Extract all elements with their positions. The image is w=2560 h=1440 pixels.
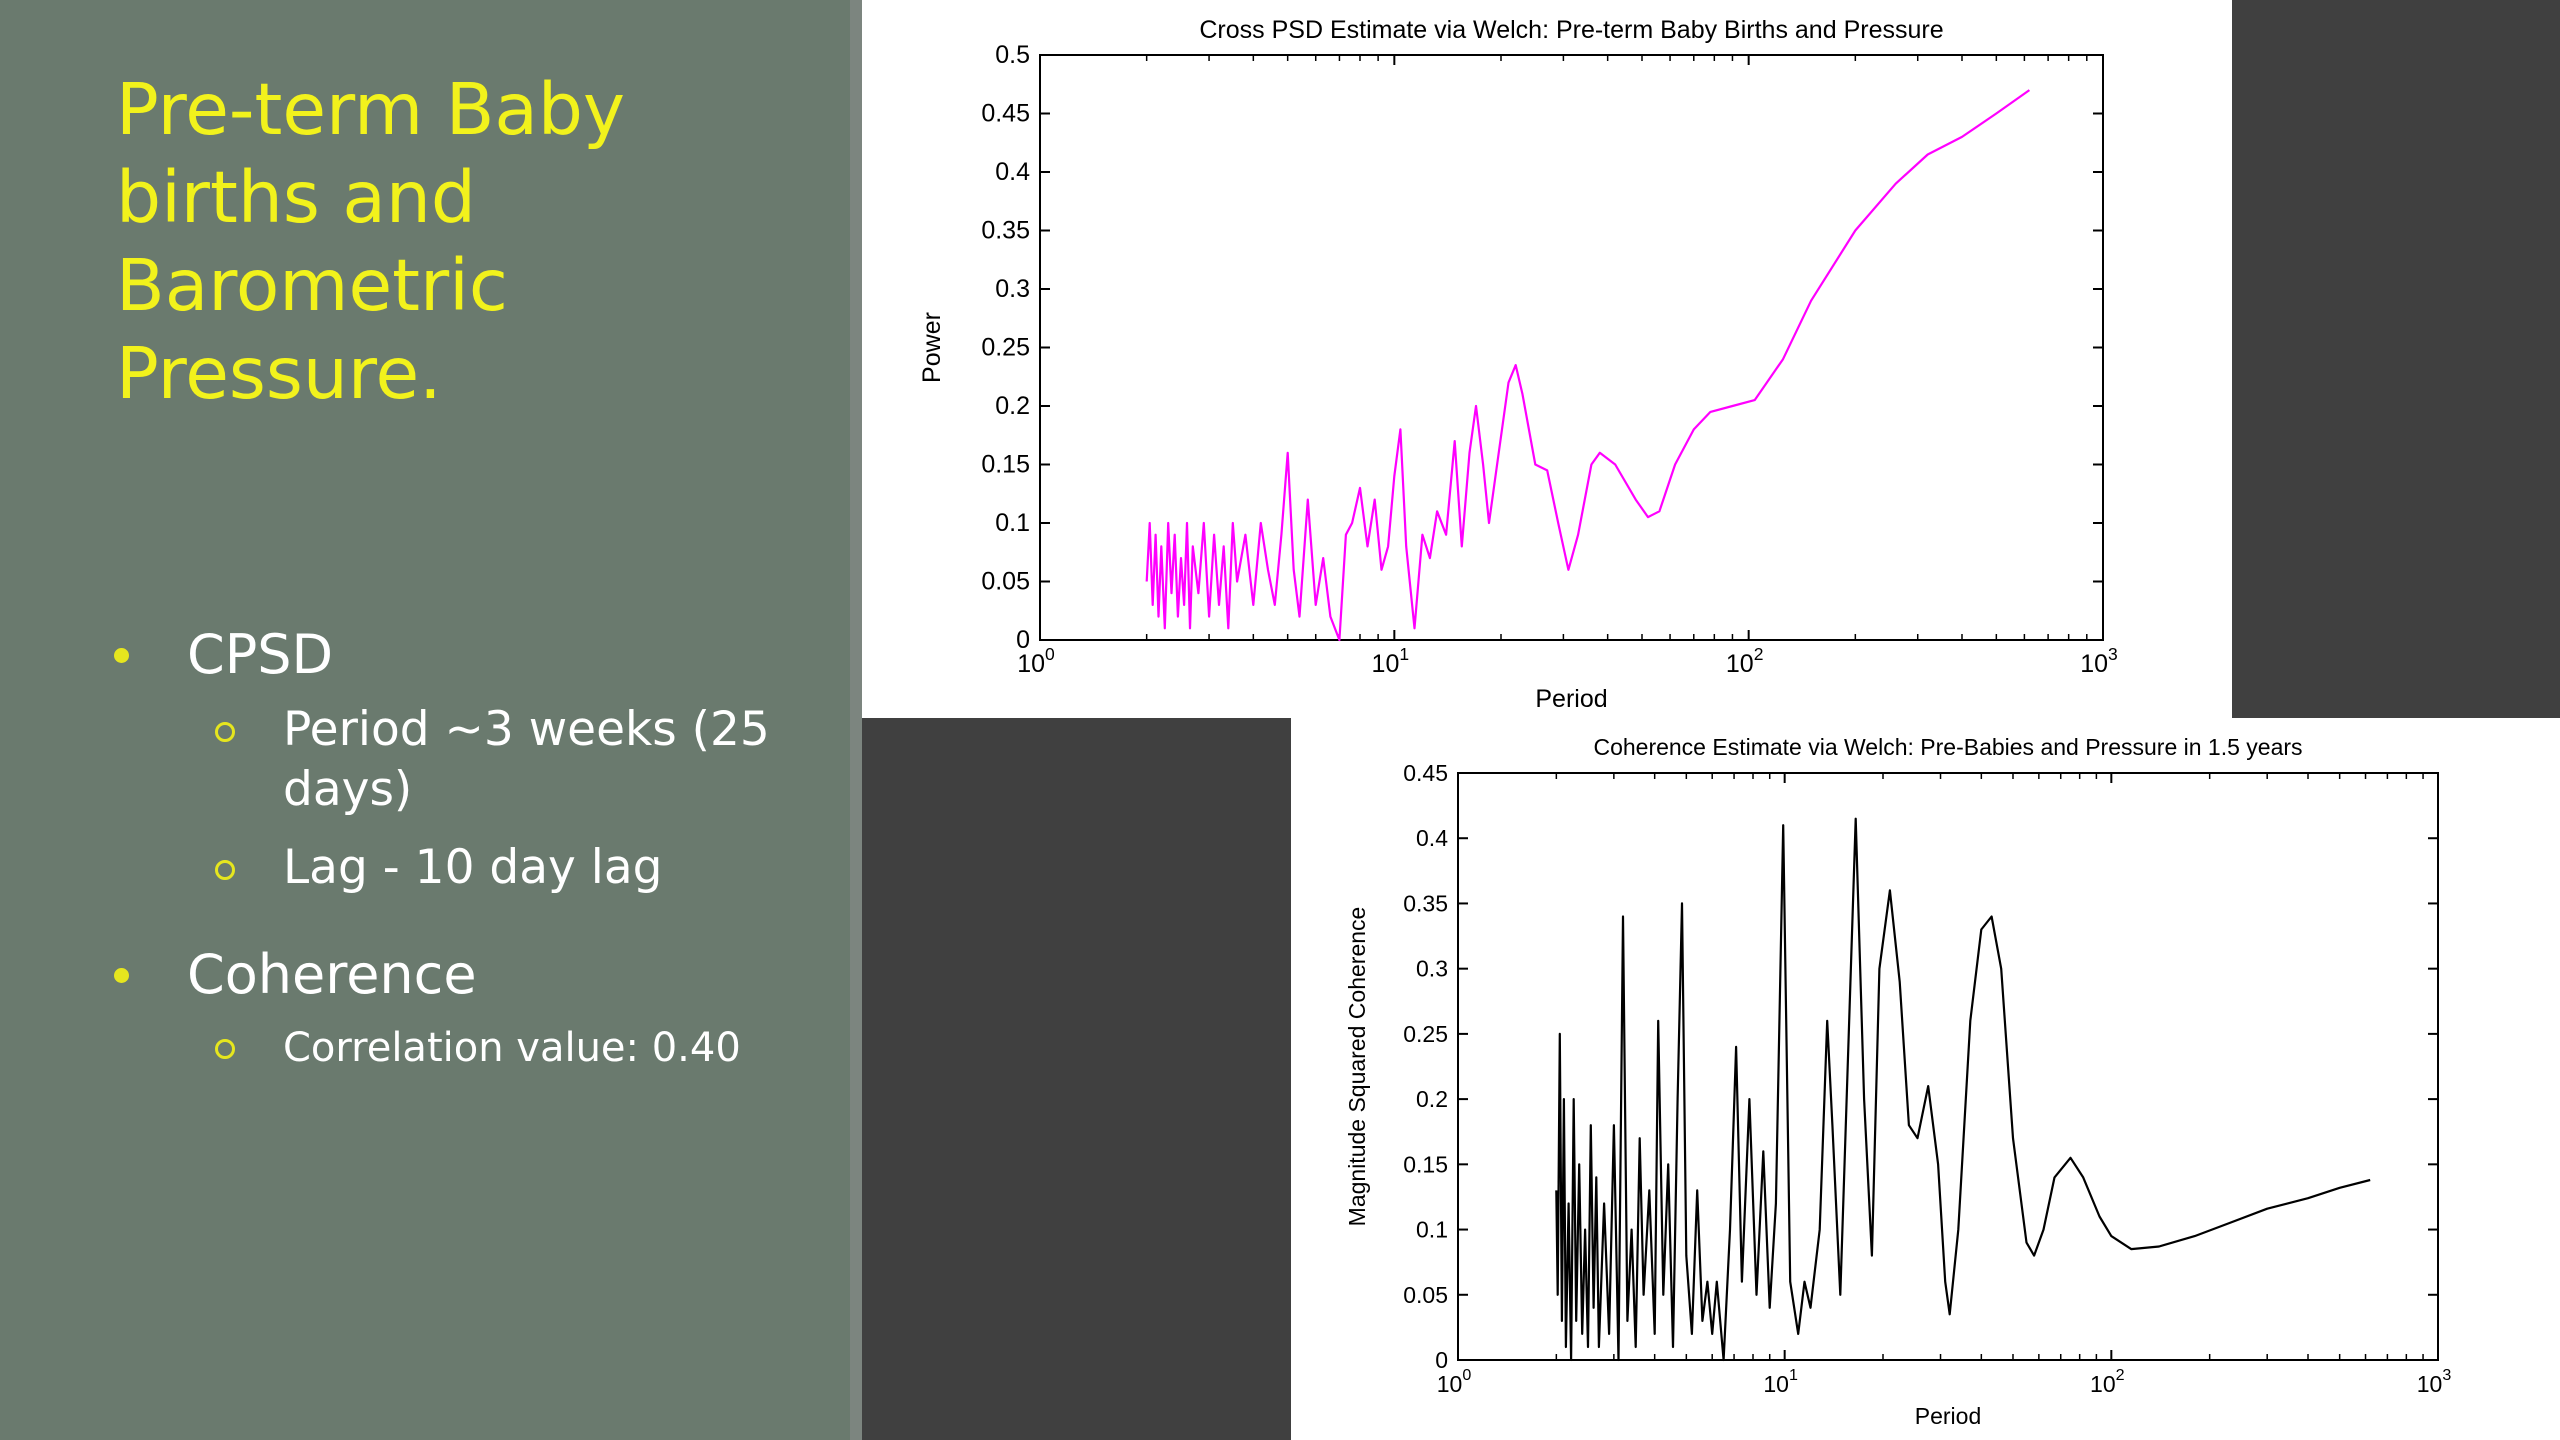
series-line — [1555, 817, 2371, 1362]
sub-bullet-correlation: Correlation value: 0.40 — [283, 1025, 741, 1071]
plot-frame — [1457, 772, 2439, 1361]
bullet-coherence: Coherence — [187, 943, 477, 1006]
x-tick-label: 102 — [1726, 644, 1764, 678]
x-tick-label: 101 — [1763, 1366, 1798, 1397]
x-tick-label: 103 — [2417, 1366, 2452, 1397]
y-tick-label: 0.45 — [1403, 760, 1448, 786]
bullet-marker — [114, 648, 129, 663]
y-tick-label: 0.5 — [995, 41, 1030, 69]
panel-divider — [850, 0, 862, 1440]
y-tick-label: 0.35 — [981, 217, 1030, 245]
y-tick-label: 0.05 — [1403, 1282, 1448, 1308]
y-tick-label: 0.3 — [1416, 956, 1448, 982]
y-tick-label: 0.15 — [1403, 1151, 1448, 1177]
bullet-cpsd: CPSD — [187, 623, 334, 686]
y-tick-label: 0.25 — [1403, 1021, 1448, 1047]
y-tick-label: 0.15 — [981, 451, 1030, 479]
y-axis-label: Power — [918, 312, 946, 383]
y-tick-label: 0.4 — [1416, 825, 1448, 851]
sub-bullet-period: Period ~3 weeks (25 days) — [283, 702, 770, 817]
x-tick-label: 102 — [2090, 1366, 2125, 1397]
chart-title: Coherence Estimate via Welch: Pre-Babies… — [1593, 734, 2302, 760]
y-tick-label: 0.2 — [1416, 1086, 1448, 1112]
plot-frame — [1039, 54, 2104, 641]
x-tick-label: 103 — [2080, 644, 2118, 678]
y-tick-label: 0.1 — [1416, 1217, 1448, 1243]
y-tick-label: 0 — [1016, 626, 1030, 654]
y-tick-label: 0.35 — [1403, 890, 1448, 916]
x-tick-label: 100 — [1017, 644, 1055, 678]
sub-bullet-marker — [215, 1039, 235, 1059]
sub-bullet-marker — [215, 722, 235, 742]
x-tick-label: 100 — [1437, 1366, 1472, 1397]
x-tick-label: 101 — [1372, 644, 1410, 678]
y-tick-label: 0.4 — [995, 158, 1030, 186]
y-tick-label: 0.2 — [995, 392, 1030, 420]
y-tick-label: 0 — [1435, 1347, 1448, 1373]
slide-title: Pre-term Baby births and Barometric Pres… — [116, 68, 625, 415]
chart-title: Cross PSD Estimate via Welch: Pre-term B… — [1199, 16, 1943, 44]
slide-text-panel: Pre-term Baby births and Barometric Pres… — [0, 0, 850, 1440]
sub-bullet-lag: Lag - 10 day lag — [283, 840, 663, 895]
y-tick-label: 0.45 — [981, 100, 1030, 128]
sub-bullet-marker — [215, 860, 235, 880]
y-axis-label: Magnitude Squared Coherence — [1344, 907, 1370, 1227]
series-line — [1145, 89, 2031, 642]
y-tick-label: 0.1 — [995, 509, 1030, 537]
chart-2: 100 101 102 103 0 0.05 0.1 0.15 0.2 0.25 0.3 0.35 0.… — [1344, 734, 2451, 1429]
x-axis-label: Period — [1915, 1403, 1981, 1429]
bullet-marker — [114, 968, 129, 983]
y-tick-label: 0.05 — [981, 568, 1030, 596]
chart-1: 100 101 102 103 0 0.05 0.1 0.15 0.2 0.25 0.3 0.35 0.… — [918, 16, 2118, 713]
y-tick-label: 0.3 — [995, 275, 1030, 303]
y-tick-label: 0.25 — [981, 334, 1030, 362]
x-axis-label: Period — [1535, 685, 1607, 713]
